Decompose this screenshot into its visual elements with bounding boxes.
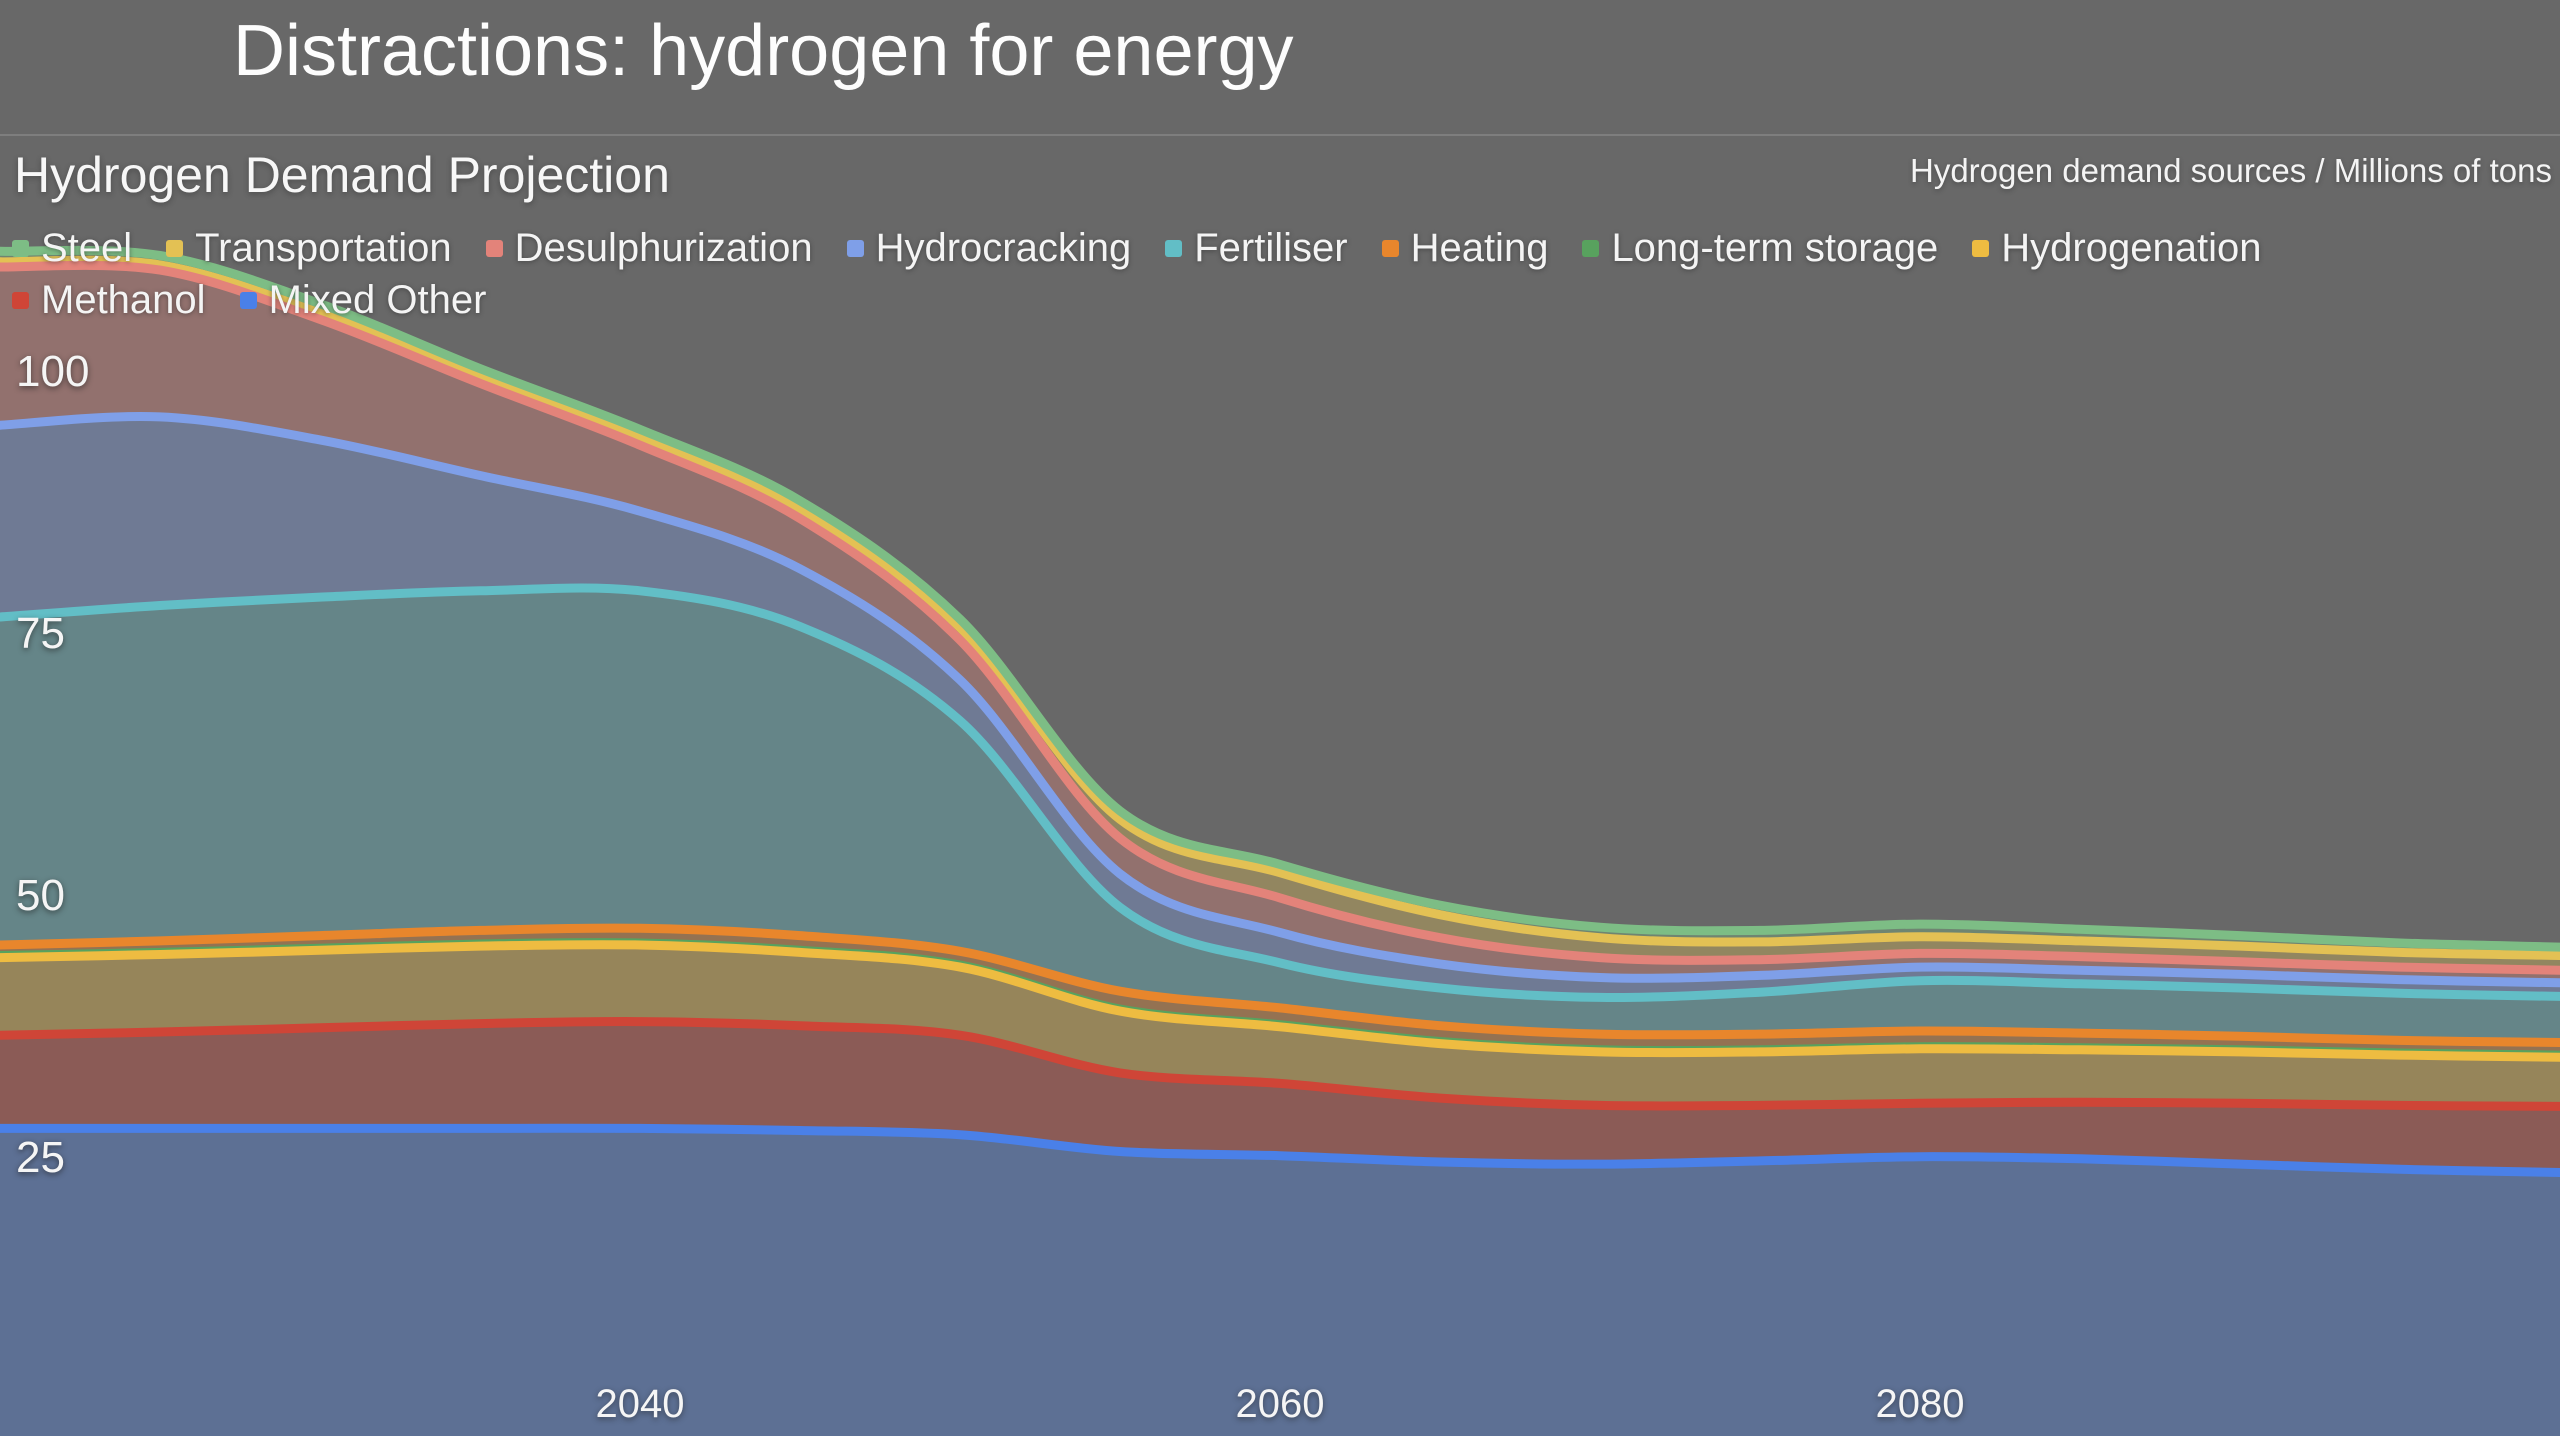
- slide-title: Distractions: hydrogen for energy: [233, 11, 1294, 91]
- area-fill-fertiliser: [0, 587, 2560, 1043]
- series-line-hydrocracking: [0, 412, 2560, 988]
- legend-item-hydrocracking[interactable]: Hydrocracking: [846, 225, 1132, 271]
- legend-label-heating: Heating: [1410, 225, 1549, 270]
- area-fill-mixed-other: [0, 1128, 2560, 1436]
- x-tick-2060: 2060: [1235, 1382, 1325, 1426]
- series-line-fertiliser: [0, 583, 2560, 1002]
- legend-item-hydrogenation[interactable]: Hydrogenation: [1972, 226, 2261, 271]
- legend-label-fertiliser: Fertiliser: [1194, 225, 1348, 270]
- legend-swatch-hydrogenation: [1972, 239, 1990, 257]
- series-line-transportation: [0, 255, 2560, 960]
- title-divider: [0, 134, 2560, 136]
- x-tick-2040: 2040: [595, 1382, 685, 1426]
- area-fill-methanol: [0, 1021, 2560, 1173]
- legend-row-1: Steel Transportation Desulphurization Hydro…: [12, 222, 2261, 274]
- legend-swatch-desulphurization: [485, 239, 503, 257]
- legend-item-transportation[interactable]: Transportation: [166, 225, 452, 271]
- series-line-hydrogenation: [0, 940, 2560, 1062]
- legend-swatch-long-term-storage: [1582, 239, 1600, 257]
- legend-swatch-mixed-other: [239, 291, 257, 309]
- legend-label-hydrogenation: Hydrogenation: [2001, 225, 2262, 270]
- legend-item-fertiliser[interactable]: Fertiliser: [1165, 225, 1348, 271]
- area-fill-hydrocracking: [0, 416, 2560, 998]
- area-fill-hydrogenation: [0, 944, 2560, 1107]
- legend-swatch-steel: [12, 239, 29, 257]
- legend-swatch-fertiliser: [1165, 239, 1183, 257]
- legend-swatch-transportation: [166, 239, 184, 257]
- legend-item-heating[interactable]: Heating: [1381, 225, 1549, 271]
- legend-label-desulphurization: Desulphurization: [514, 225, 813, 270]
- series-line-heating: [0, 923, 2560, 1047]
- series-line-methanol: [0, 1017, 2560, 1111]
- area-fill-desulphurization: [0, 265, 2560, 983]
- legend-swatch-hydrocracking: [846, 239, 864, 257]
- series-line-mixed-other: [0, 1123, 2560, 1177]
- y-tick-100: 100: [16, 347, 90, 396]
- legend-label-mixed-other: Mixed Other: [268, 277, 487, 322]
- legend-swatch-heating: [1381, 239, 1399, 257]
- legend-label-hydrocracking: Hydrocracking: [875, 225, 1132, 270]
- legend-swatch-methanol: [12, 291, 29, 309]
- chart-title: Hydrogen Demand Projection: [14, 147, 670, 203]
- y-tick-50: 50: [16, 871, 65, 920]
- chart-units-label: Hydrogen demand sources / Millions of to…: [1910, 152, 2552, 189]
- legend-label-methanol: Methanol: [41, 277, 206, 322]
- chart-legend: Steel Transportation Desulphurization Hydro…: [12, 222, 2261, 326]
- legend-item-methanol[interactable]: Methanol: [12, 278, 206, 323]
- series-line-desulphurization: [0, 260, 2560, 975]
- y-tick-75: 75: [16, 609, 65, 658]
- legend-item-desulphurization[interactable]: Desulphurization: [485, 225, 813, 271]
- legend-item-long-term-storage[interactable]: Long-term storage: [1582, 226, 1938, 271]
- legend-row-2: Methanol Mixed Other: [12, 274, 2261, 326]
- legend-label-transportation: Transportation: [195, 225, 452, 270]
- legend-item-mixed-other[interactable]: Mixed Other: [239, 277, 487, 323]
- y-tick-25: 25: [16, 1133, 65, 1182]
- series-line-steel: [0, 245, 2560, 952]
- x-tick-2080: 2080: [1875, 1382, 1965, 1426]
- legend-label-steel: Steel: [41, 225, 133, 270]
- legend-label-long-term-storage: Long-term storage: [1611, 225, 1939, 270]
- legend-item-steel[interactable]: Steel: [12, 226, 132, 271]
